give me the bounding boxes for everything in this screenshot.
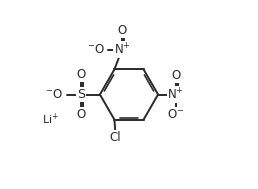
Text: O: O	[171, 69, 181, 82]
Text: S: S	[77, 88, 85, 101]
Text: O$^{-}$: O$^{-}$	[167, 108, 185, 121]
Text: $^{-}$O: $^{-}$O	[45, 88, 63, 101]
Text: O: O	[117, 24, 127, 37]
Text: O: O	[77, 108, 86, 121]
Text: N$^{+}$: N$^{+}$	[114, 42, 131, 57]
Text: $^{-}$O: $^{-}$O	[86, 43, 104, 56]
Text: Li$^{+}$: Li$^{+}$	[42, 111, 59, 127]
Text: O: O	[77, 68, 86, 81]
Text: Cl: Cl	[110, 131, 121, 144]
Text: N$^{+}$: N$^{+}$	[167, 87, 184, 102]
